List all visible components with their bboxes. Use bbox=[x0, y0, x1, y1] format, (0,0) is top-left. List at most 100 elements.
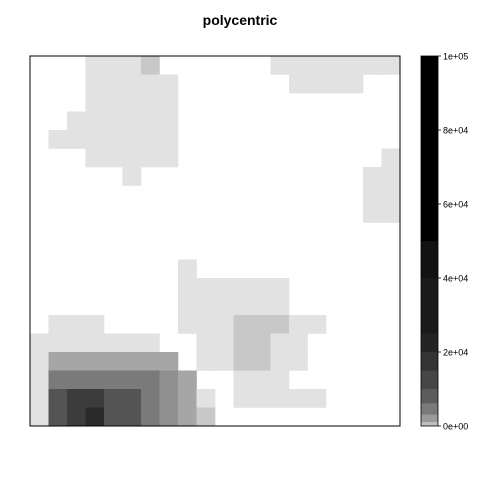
heatmap-cells bbox=[30, 56, 401, 427]
heatmap-cell bbox=[122, 389, 142, 408]
heatmap-cell bbox=[307, 389, 327, 408]
heatmap-cell bbox=[104, 370, 123, 390]
colorbar-ticks: 0e+00 2e+04 4e+04 6e+04 8e+04 1e+05 bbox=[438, 52, 468, 432]
heatmap-cell bbox=[363, 167, 382, 186]
heatmap-cell bbox=[67, 315, 86, 334]
heatmap-cell bbox=[196, 296, 216, 316]
heatmap-cell bbox=[307, 74, 327, 94]
heatmap-cell bbox=[159, 111, 179, 131]
heatmap-cell bbox=[326, 56, 345, 75]
heatmap-cell bbox=[252, 370, 271, 390]
colorbar-tick-label: 0e+00 bbox=[443, 422, 468, 432]
heatmap-cell bbox=[363, 185, 382, 205]
heatmap-cell bbox=[215, 278, 234, 297]
heatmap-cell bbox=[381, 56, 401, 75]
heatmap-cell bbox=[215, 333, 234, 353]
heatmap-cell bbox=[122, 130, 142, 149]
heatmap-cell bbox=[381, 204, 401, 223]
heatmap-cell bbox=[141, 389, 160, 408]
heatmap-cell bbox=[270, 370, 290, 390]
heatmap-cell bbox=[85, 111, 105, 131]
colorbar-frame bbox=[420, 55, 439, 427]
colorbar-tick-label: 6e+04 bbox=[443, 200, 468, 210]
heatmap-cell bbox=[363, 204, 382, 223]
colorbar bbox=[421, 56, 438, 426]
colorbar-tick-label: 2e+04 bbox=[443, 348, 468, 358]
heatmap-cell bbox=[252, 296, 271, 316]
heatmap-cell bbox=[159, 407, 179, 427]
heatmap-cell bbox=[85, 352, 105, 371]
heatmap-cell bbox=[270, 56, 290, 75]
heatmap-cell bbox=[196, 278, 216, 297]
heatmap-cell bbox=[270, 296, 290, 316]
heatmap-cell bbox=[159, 130, 179, 149]
heatmap-cell bbox=[122, 370, 142, 390]
heatmap-cell bbox=[122, 148, 142, 168]
heatmap-cell bbox=[104, 407, 123, 427]
heatmap-cell bbox=[159, 93, 179, 112]
plot-frame bbox=[29, 55, 401, 427]
heatmap-cell bbox=[104, 389, 123, 408]
heatmap-cell bbox=[122, 167, 142, 186]
heatmap-cell bbox=[252, 389, 271, 408]
heatmap-cell bbox=[30, 389, 49, 408]
heatmap-cell bbox=[141, 130, 160, 149]
heatmap-cell bbox=[344, 74, 364, 94]
heatmap-cell bbox=[122, 74, 142, 94]
heatmap-cell bbox=[104, 93, 123, 112]
heatmap-cell bbox=[141, 93, 160, 112]
heatmap-cell bbox=[104, 130, 123, 149]
heatmap-cell bbox=[159, 352, 179, 371]
heatmap-cell bbox=[307, 315, 327, 334]
heatmap-cell bbox=[233, 333, 253, 353]
heatmap-cell bbox=[363, 56, 382, 75]
heatmap-cell bbox=[215, 352, 234, 371]
heatmap-cell bbox=[159, 148, 179, 168]
heatmap-cell bbox=[122, 352, 142, 371]
heatmap-cell bbox=[141, 56, 160, 75]
heatmap-cell bbox=[141, 148, 160, 168]
heatmap-cell bbox=[289, 56, 308, 75]
heatmap-cell bbox=[196, 315, 216, 334]
heatmap-cell bbox=[159, 74, 179, 94]
heatmap-cell bbox=[270, 278, 290, 297]
heatmap-cell bbox=[233, 278, 253, 297]
heatmap-cell bbox=[30, 352, 49, 371]
heatmap-cell bbox=[233, 389, 253, 408]
heatmap-cell bbox=[67, 407, 86, 427]
heatmap-cell bbox=[233, 370, 253, 390]
heatmap-cell bbox=[104, 333, 123, 353]
heatmap-cell bbox=[122, 111, 142, 131]
heatmap-cell bbox=[104, 56, 123, 75]
heatmap-cell bbox=[30, 333, 49, 353]
heatmap-cell bbox=[67, 111, 86, 131]
heatmap-cell bbox=[289, 389, 308, 408]
heatmap-cell bbox=[85, 407, 105, 427]
heatmap-cell bbox=[252, 315, 271, 334]
heatmap-cell bbox=[67, 370, 86, 390]
heatmap-cell bbox=[48, 389, 68, 408]
heatmap-cell bbox=[67, 389, 86, 408]
heatmap-cell bbox=[85, 389, 105, 408]
heatmap-cell bbox=[85, 130, 105, 149]
colorbar-segment bbox=[421, 352, 438, 371]
heatmap-cell bbox=[381, 167, 401, 186]
heatmap-cell bbox=[48, 333, 68, 353]
heatmap-cell bbox=[289, 352, 308, 371]
heatmap-cell bbox=[67, 130, 86, 149]
colorbar-segment bbox=[421, 241, 438, 278]
heatmap-cell bbox=[178, 370, 197, 390]
heatmap-cell bbox=[122, 93, 142, 112]
heatmap-cell bbox=[141, 370, 160, 390]
heatmap-cell bbox=[252, 278, 271, 297]
heatmap-cell bbox=[178, 315, 197, 334]
heatmap-cell bbox=[141, 333, 160, 353]
heatmap-cell bbox=[85, 333, 105, 353]
heatmap-cell bbox=[67, 333, 86, 353]
heatmap-cell bbox=[85, 370, 105, 390]
heatmap-cell bbox=[270, 315, 290, 334]
colorbar-tick-label: 4e+04 bbox=[443, 274, 468, 284]
heatmap-cell bbox=[48, 130, 68, 149]
heatmap-cell bbox=[178, 278, 197, 297]
heatmap-cell bbox=[159, 370, 179, 390]
